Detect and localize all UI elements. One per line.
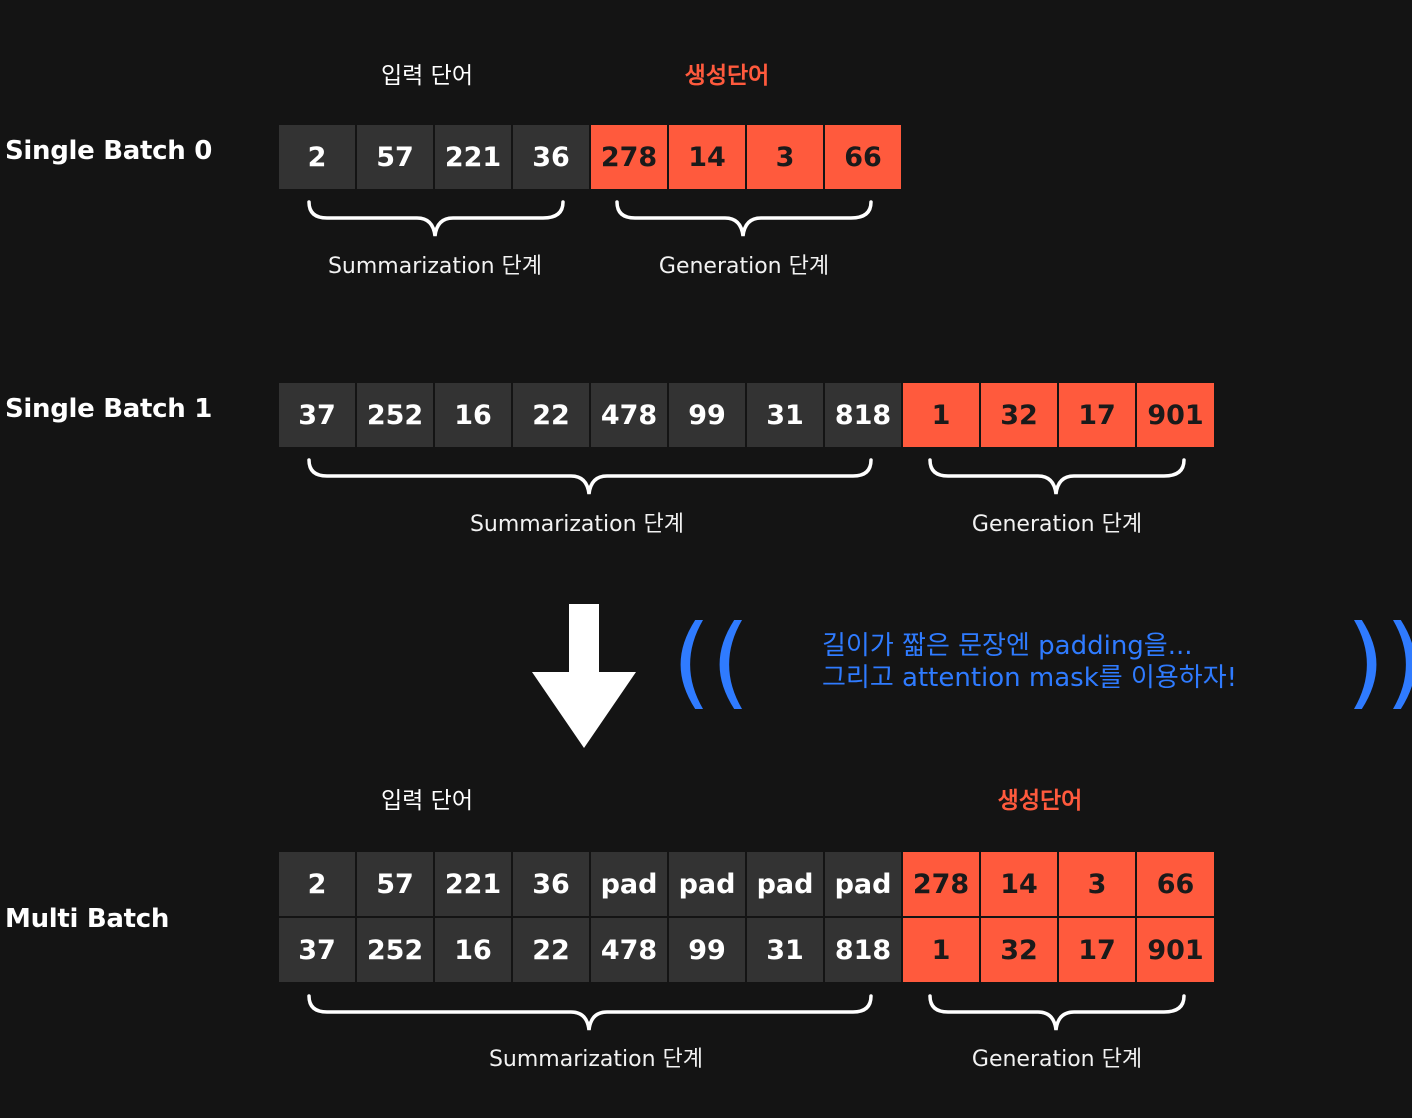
generated-token: 3 <box>747 125 825 189</box>
down-arrow-icon <box>532 604 636 748</box>
input-token: 818 <box>825 383 903 447</box>
input-token: 31 <box>747 918 825 982</box>
generated-token: 3 <box>1059 852 1137 916</box>
input-token: 57 <box>357 852 435 916</box>
input-token: 57 <box>357 125 435 189</box>
generated-token: 32 <box>981 918 1059 982</box>
input-token: 16 <box>435 383 513 447</box>
summarization-phase-label: Summarization 단계 <box>469 512 685 537</box>
pad-token: pad <box>747 852 825 916</box>
generated-token: 1 <box>903 383 981 447</box>
token-row-single-batch-0: 2 57 221 36 278 14 3 66 <box>279 125 901 189</box>
generated-words-header: 생성단어 <box>684 63 770 89</box>
generated-token: 278 <box>591 125 669 189</box>
input-token: 99 <box>669 918 747 982</box>
row-label-single-batch-1: Single Batch 1 <box>5 394 213 424</box>
generation-brace <box>928 994 1186 1031</box>
row-label-multi-batch: Multi Batch <box>5 904 170 934</box>
generated-token: 66 <box>825 125 901 189</box>
input-token: 22 <box>513 918 591 982</box>
note-line-2: 그리고 attention mask를 이용하자! <box>822 663 1238 693</box>
padding-note: 길이가 짧은 문장엔 padding을... 그리고 attention mas… <box>822 630 1237 694</box>
input-token: 36 <box>513 852 591 916</box>
generated-token: 17 <box>1059 383 1137 447</box>
generated-token: 17 <box>1059 918 1137 982</box>
generated-token: 1 <box>903 918 981 982</box>
input-token: 22 <box>513 383 591 447</box>
generation-phase-label: Generation 단계 <box>971 1047 1143 1072</box>
generated-token: 278 <box>903 852 981 916</box>
input-token: 99 <box>669 383 747 447</box>
input-token: 221 <box>435 125 513 189</box>
input-token: 2 <box>279 852 357 916</box>
input-token: 252 <box>357 383 435 447</box>
token-row-multi-batch-2: 37 252 16 22 478 99 31 818 1 32 17 901 <box>279 916 1214 982</box>
input-token: 37 <box>279 918 357 982</box>
pad-token: pad <box>669 852 747 916</box>
pad-token: pad <box>825 852 903 916</box>
row-label-single-batch-0: Single Batch 0 <box>5 136 213 166</box>
input-token: 31 <box>747 383 825 447</box>
input-words-header: 입력 단어 <box>381 788 473 814</box>
generated-token: 14 <box>981 852 1059 916</box>
summarization-brace <box>307 994 873 1031</box>
generated-token: 901 <box>1137 918 1214 982</box>
input-token: 37 <box>279 383 357 447</box>
input-token: 252 <box>357 918 435 982</box>
input-token: 818 <box>825 918 903 982</box>
input-token: 478 <box>591 918 669 982</box>
input-token: 478 <box>591 383 669 447</box>
summarization-phase-label: Summarization 단계 <box>327 254 543 279</box>
generated-token: 14 <box>669 125 747 189</box>
summarization-phase-label: Summarization 단계 <box>488 1047 704 1072</box>
pad-token: pad <box>591 852 669 916</box>
open-paren-decoration: (( <box>672 603 751 720</box>
generated-words-header: 생성단어 <box>997 788 1083 814</box>
input-words-header: 입력 단어 <box>381 63 473 89</box>
generation-phase-label: Generation 단계 <box>658 254 830 279</box>
generated-token: 901 <box>1137 383 1214 447</box>
summarization-brace <box>307 200 565 237</box>
generation-brace <box>615 200 873 237</box>
input-token: 16 <box>435 918 513 982</box>
token-row-single-batch-1: 37 252 16 22 478 99 31 818 1 32 17 901 <box>279 383 1214 447</box>
input-token: 2 <box>279 125 357 189</box>
generation-phase-label: Generation 단계 <box>971 512 1143 537</box>
summarization-brace <box>307 458 873 495</box>
generation-brace <box>928 458 1186 495</box>
note-line-1: 길이가 짧은 문장엔 padding을... <box>822 631 1193 661</box>
generated-token: 66 <box>1137 852 1214 916</box>
input-token: 36 <box>513 125 591 189</box>
input-token: 221 <box>435 852 513 916</box>
token-row-multi-batch-1: 2 57 221 36 pad pad pad pad 278 14 3 66 <box>279 852 1214 916</box>
generated-token: 32 <box>981 383 1059 447</box>
close-paren-decoration: )) <box>1346 603 1412 720</box>
